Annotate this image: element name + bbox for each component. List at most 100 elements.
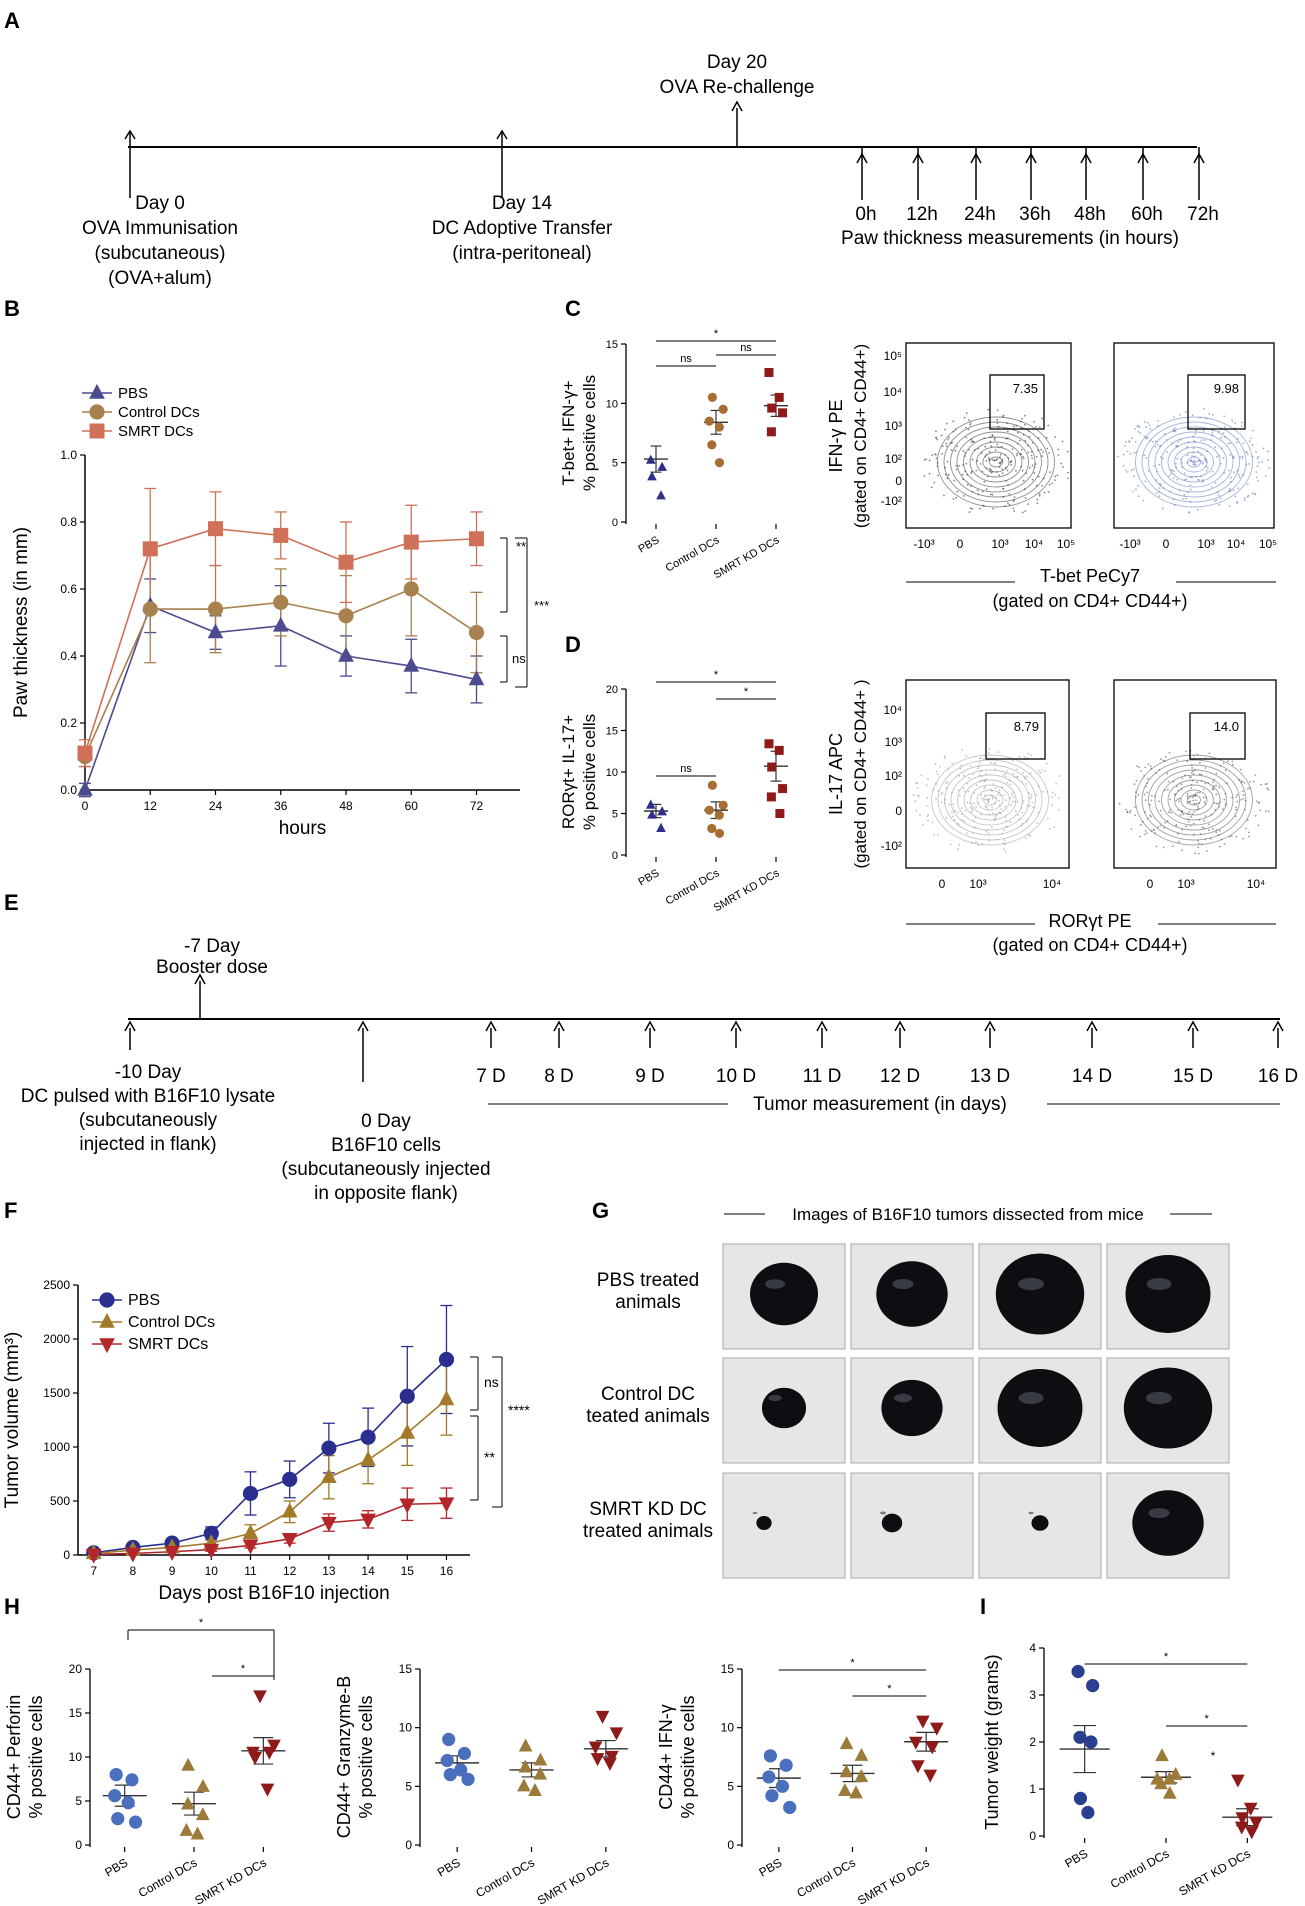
event-dot [1195, 799, 1197, 802]
event-dot [1047, 424, 1050, 427]
event-dot [1164, 789, 1167, 792]
x-tick-label: PBS [1062, 1846, 1090, 1870]
tumor-highlight [1018, 1277, 1044, 1291]
event-dot [935, 436, 937, 439]
data-point [916, 1715, 930, 1729]
contour-ring [1161, 774, 1227, 826]
event-dot [1024, 510, 1027, 512]
y-tick-label: 2000 [43, 1332, 70, 1346]
event-dot [978, 757, 981, 760]
event-dot [1145, 456, 1148, 459]
data-point [273, 594, 289, 611]
event-dot [969, 765, 972, 767]
y-tick-label: 15 [69, 1706, 83, 1720]
flow-x-tick: 10⁵ [1057, 537, 1075, 551]
event-dot [988, 450, 991, 453]
dc-arrow-head [124, 1020, 136, 1032]
contour-ring [976, 446, 1016, 478]
event-dot [1137, 793, 1140, 796]
event-dot [969, 422, 972, 424]
data-point [704, 416, 714, 426]
y-axis-label: % positive cells [580, 375, 599, 491]
data-point [1243, 1802, 1258, 1816]
flow-x-label: (gated on CD4+ CD44+) [992, 591, 1187, 611]
data-point [111, 1811, 125, 1826]
event-dot [957, 811, 960, 814]
event-dot [1011, 793, 1013, 796]
data-point [457, 1746, 472, 1761]
event-dot [1004, 772, 1007, 775]
event-dot [1189, 776, 1191, 779]
event-dot [1236, 800, 1239, 803]
x-tick-label: 60 [405, 799, 419, 813]
event-dot [1147, 777, 1149, 780]
data-point [656, 490, 666, 500]
event-dot [1036, 502, 1039, 505]
data-point [775, 809, 785, 818]
data-point [767, 403, 777, 413]
event-dot [1162, 457, 1164, 460]
data-point [399, 1498, 416, 1514]
y-tick-label: 0 [612, 850, 618, 862]
event-dot [1247, 787, 1249, 790]
event-dot [1202, 407, 1205, 410]
event-dot [1176, 457, 1179, 460]
event-dot [956, 822, 959, 825]
y-tick-label: 0 [1029, 1829, 1036, 1843]
event-dot [1125, 440, 1127, 443]
event-dot [1172, 477, 1175, 479]
data-point [657, 461, 667, 471]
y-tick-label: 10 [606, 398, 618, 410]
event-dot [985, 773, 987, 775]
event-dot [1229, 488, 1231, 491]
event-dot [1199, 762, 1201, 764]
event-dot [961, 473, 964, 476]
data-point [1081, 1805, 1095, 1820]
event-dot [1155, 492, 1158, 495]
data-point [1234, 1821, 1249, 1835]
event-dot [1185, 497, 1187, 500]
contour-ring [1135, 754, 1253, 846]
event-dot [936, 833, 939, 836]
event-dot [1191, 455, 1194, 457]
event-dot [1026, 757, 1029, 759]
event-dot [1140, 770, 1142, 772]
event-dot [1058, 808, 1060, 811]
event-dot [1038, 494, 1041, 497]
event-dot [1049, 471, 1051, 473]
event-dot [1256, 465, 1259, 468]
event-dot [940, 793, 943, 795]
flow-x-label: (gated on CD4+ CD44+) [992, 935, 1187, 955]
event-dot [990, 471, 993, 474]
event-dot [994, 762, 997, 764]
event-dot [1016, 801, 1019, 803]
event-dot [1162, 846, 1165, 849]
event-dot [965, 754, 968, 757]
data-point [360, 1450, 376, 1466]
event-dot [1054, 794, 1057, 796]
cells-text: in opposite flank) [314, 1183, 458, 1204]
data-point [707, 780, 717, 790]
event-dot [1028, 466, 1031, 469]
event-dot [999, 453, 1002, 456]
event-dot [1198, 773, 1201, 776]
event-dot [1231, 419, 1234, 422]
data-point [707, 440, 717, 450]
event-dot [988, 467, 991, 470]
y-tick-label: 4 [1029, 1641, 1036, 1655]
x-tick-label: 13 [322, 1564, 336, 1578]
event-dot [968, 448, 970, 451]
tumor-photo-tile [722, 1472, 846, 1579]
event-dot [972, 773, 975, 776]
flow-x-tick: 0 [1147, 877, 1154, 891]
event-dot [1184, 410, 1187, 413]
contour-ring [1187, 456, 1201, 468]
legend-marker [99, 1312, 115, 1328]
event-dot [1257, 479, 1259, 482]
event-dot [1258, 801, 1260, 804]
event-dot [978, 507, 981, 510]
significance-label: ns [484, 1374, 499, 1390]
data-point [911, 1760, 925, 1774]
event-dot [957, 789, 960, 792]
event-dot [1122, 464, 1125, 467]
